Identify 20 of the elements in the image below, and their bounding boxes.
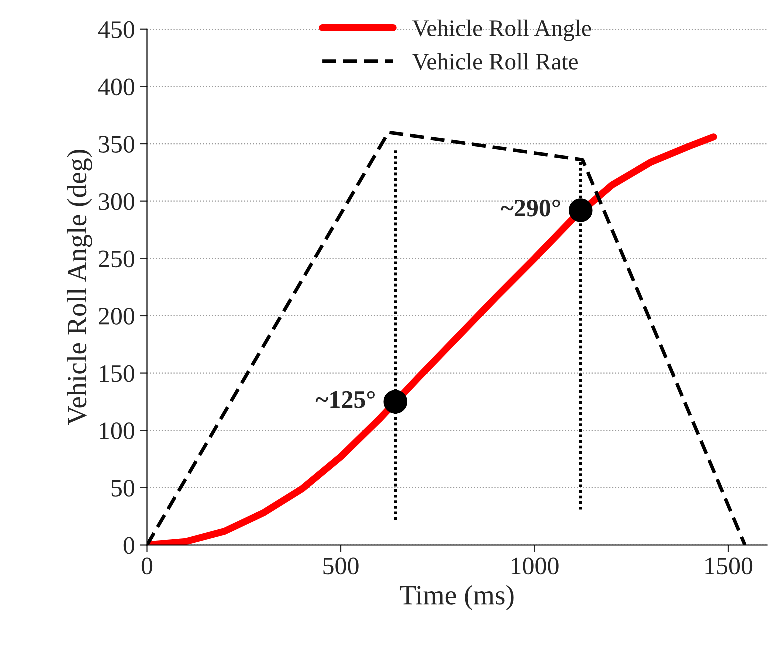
x-axis-title: Time (ms) <box>400 585 514 610</box>
legend-label: Vehicle Roll Rate <box>412 53 578 70</box>
y-tick-label: 150 <box>100 365 134 382</box>
y-tick-label: 350 <box>99 136 134 153</box>
y-tick-label: 450 <box>98 21 134 38</box>
legend-label: Vehicle Roll Angle <box>412 20 592 42</box>
y-tick-label: 100 <box>100 422 134 440</box>
y-tick-label: 400 <box>98 78 134 96</box>
y-tick-label: 200 <box>99 308 134 325</box>
y-tick-label: 300 <box>99 193 134 210</box>
x-tick-label: 1000 <box>512 558 559 575</box>
x-tick-label: 0 <box>142 558 153 575</box>
annotation: ~125° <box>316 391 375 408</box>
annotation: ~290° <box>501 200 560 217</box>
y-tick-label: 0 <box>124 537 134 554</box>
x-tick-label: 500 <box>324 558 359 575</box>
y-tick-label: 250 <box>99 250 134 268</box>
x-tick-label: 1500 <box>706 558 753 575</box>
y-axis-title: Vehicle Roll Angle (deg) <box>67 150 92 426</box>
y-tick-label: 50 <box>112 480 134 497</box>
